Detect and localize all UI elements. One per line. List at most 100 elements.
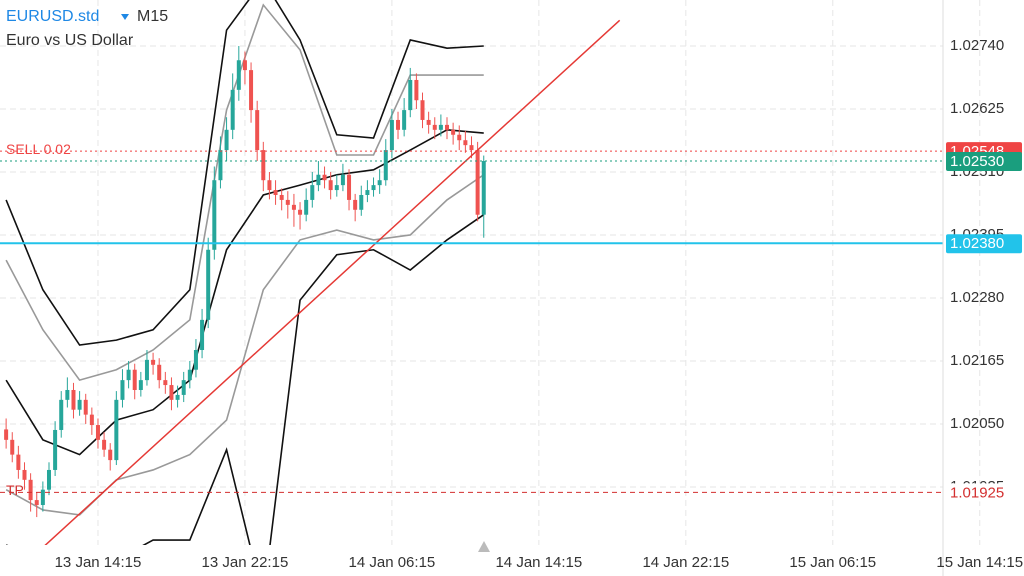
candle-body bbox=[218, 150, 223, 181]
price-axis: 1.027401.026251.025101.023951.022801.021… bbox=[946, 37, 1022, 502]
band-line bbox=[6, 214, 485, 545]
symbol[interactable]: EURUSD.std bbox=[6, 8, 99, 25]
candle-body bbox=[249, 70, 254, 111]
candle-body bbox=[261, 150, 266, 181]
candle-body bbox=[193, 350, 198, 370]
candle-body bbox=[138, 380, 143, 390]
candle-body bbox=[267, 180, 272, 191]
candle-body bbox=[83, 399, 88, 415]
y-tick-label: 1.02625 bbox=[950, 100, 1004, 117]
candle-body bbox=[359, 194, 364, 210]
candle-body bbox=[322, 174, 327, 181]
candle-body bbox=[132, 369, 137, 390]
candle-body bbox=[408, 79, 413, 111]
candle-body bbox=[426, 119, 431, 125]
candle-body bbox=[175, 394, 180, 400]
candle-body bbox=[445, 124, 450, 130]
candle-body bbox=[371, 185, 376, 191]
price-label-bg bbox=[946, 483, 1022, 502]
candle-body bbox=[242, 60, 247, 71]
x-tick-label: 13 Jan 14:15 bbox=[55, 554, 142, 571]
x-tick-label: 14 Jan 22:15 bbox=[642, 554, 729, 571]
level-label: TP bbox=[6, 482, 24, 498]
y-tick-label: 1.02165 bbox=[950, 352, 1004, 369]
description: Euro vs US Dollar bbox=[6, 32, 134, 49]
price-box bbox=[946, 234, 1022, 254]
trendline bbox=[44, 19, 621, 545]
candle-body bbox=[10, 439, 15, 455]
level-label: SELL 0.02 bbox=[6, 141, 71, 157]
candle-body bbox=[53, 429, 58, 470]
y-tick-label: 1.02050 bbox=[950, 415, 1004, 432]
y-tick-label: 1.02740 bbox=[950, 37, 1004, 54]
candle-body bbox=[432, 124, 437, 130]
candle-body bbox=[120, 380, 125, 400]
candle-body bbox=[4, 429, 9, 440]
candle-body bbox=[108, 449, 113, 461]
price-box-label: 1.02530 bbox=[950, 153, 1004, 170]
candle-body bbox=[414, 79, 419, 101]
candle-body bbox=[46, 469, 51, 490]
candle-body bbox=[187, 369, 192, 381]
candle-body bbox=[71, 389, 76, 410]
time-axis: 13 Jan 14:15 13 Jan 22:15 14 Jan 06:15 14 J… bbox=[55, 554, 1024, 571]
candle-body bbox=[469, 145, 474, 151]
candle-body bbox=[402, 110, 407, 130]
candle-body bbox=[157, 364, 162, 381]
current-marker bbox=[478, 541, 490, 552]
candle-body bbox=[126, 369, 131, 381]
candle-body bbox=[22, 469, 27, 480]
candle-body bbox=[475, 150, 480, 215]
candle-body bbox=[163, 380, 168, 386]
candle-body bbox=[181, 380, 186, 395]
candle-body bbox=[463, 140, 468, 146]
candle-body bbox=[291, 204, 296, 210]
price-box bbox=[946, 152, 1022, 172]
candle-body bbox=[255, 110, 260, 151]
candle-body bbox=[102, 439, 107, 450]
candle-body bbox=[273, 190, 278, 195]
candle-body bbox=[420, 100, 425, 120]
grid bbox=[0, 0, 981, 545]
candle-body bbox=[334, 185, 339, 191]
candle-body bbox=[389, 119, 394, 151]
candle-body bbox=[451, 129, 456, 135]
candle-body bbox=[28, 479, 33, 501]
candle-body bbox=[144, 359, 149, 381]
candle-body bbox=[310, 185, 315, 200]
candle-body bbox=[34, 500, 39, 506]
x-tick-label: 13 Jan 22:15 bbox=[202, 554, 289, 571]
price-label: 1.01925 bbox=[950, 484, 1004, 501]
candle-body bbox=[383, 150, 388, 181]
y-tick-label: 1.02280 bbox=[950, 289, 1004, 306]
candle-body bbox=[114, 399, 119, 461]
candle-body bbox=[230, 89, 235, 130]
band-line bbox=[5, 128, 484, 456]
candle-body bbox=[200, 319, 205, 351]
x-tick-label: 15 Jan 06:15 bbox=[789, 554, 876, 571]
candle-body bbox=[396, 119, 401, 130]
candle-body bbox=[298, 209, 303, 215]
candle-body bbox=[481, 161, 486, 215]
price-box-label: 1.02380 bbox=[950, 235, 1004, 252]
candle-body bbox=[212, 180, 217, 250]
x-tick-label: 14 Jan 06:15 bbox=[349, 554, 436, 571]
candle-body bbox=[365, 190, 370, 195]
x-tick-label: 15 Jan 14:15 bbox=[936, 554, 1023, 571]
candle-body bbox=[316, 174, 321, 186]
candle-body bbox=[285, 199, 290, 205]
candle-body bbox=[95, 425, 100, 440]
candle-body bbox=[304, 199, 309, 215]
timeframe[interactable]: M15 bbox=[137, 8, 168, 25]
candle-body bbox=[340, 174, 345, 186]
dropdown-icon[interactable] bbox=[121, 14, 129, 20]
candle-body bbox=[328, 180, 333, 191]
candle-body bbox=[224, 129, 229, 151]
candle-body bbox=[89, 414, 94, 426]
candle-body bbox=[279, 194, 284, 200]
candle-body bbox=[169, 385, 174, 400]
candle-body bbox=[236, 60, 241, 90]
plot-area: SELL 0.02 TP bbox=[0, 0, 943, 545]
candle-body bbox=[65, 389, 70, 400]
